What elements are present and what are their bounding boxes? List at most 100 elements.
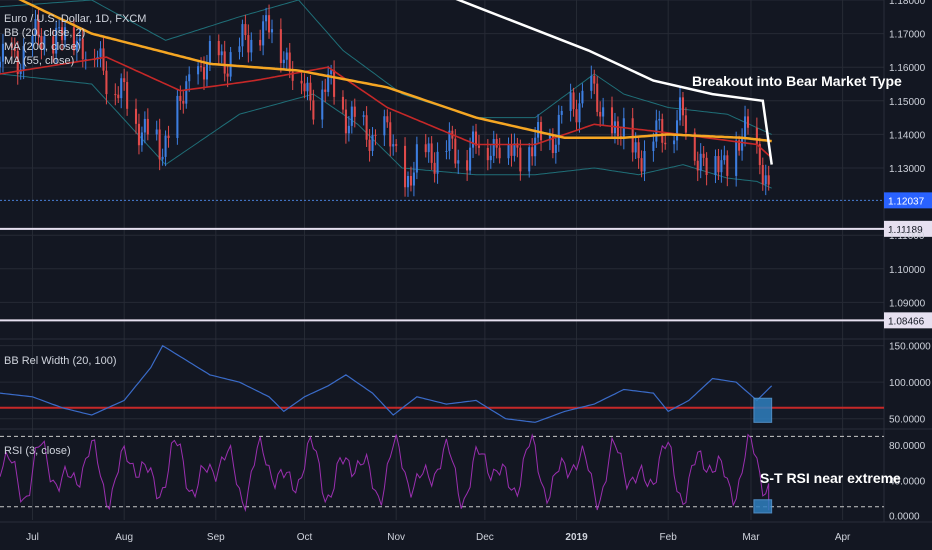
- candle-body: [344, 109, 347, 134]
- candle-body: [767, 175, 770, 185]
- candle-body: [176, 95, 179, 138]
- candle-body: [22, 46, 25, 70]
- candle-body: [548, 135, 551, 141]
- candle-body: [43, 36, 46, 50]
- candle-body: [492, 138, 495, 156]
- candle-body: [291, 71, 294, 81]
- candle-body: [1, 43, 4, 62]
- candle-body: [516, 143, 519, 148]
- time-tick-label: Aug: [115, 532, 133, 543]
- support-tag: [884, 220, 932, 237]
- candle-body: [726, 155, 729, 176]
- candle-body: [412, 172, 415, 186]
- candle-body: [696, 160, 699, 171]
- candle-body: [572, 92, 575, 110]
- candle-body: [13, 47, 16, 52]
- candle-body: [469, 147, 472, 171]
- candle-body: [457, 160, 460, 164]
- candle-body: [681, 97, 684, 116]
- ma55-legend: MA (55, close): [4, 55, 75, 67]
- bb-lower-line: [0, 73, 772, 189]
- candle-body: [474, 131, 478, 146]
- candle-body: [406, 175, 410, 188]
- candle-body: [693, 132, 696, 161]
- bbw-tick-label: 100.0000: [889, 378, 931, 389]
- candle-body: [705, 157, 708, 175]
- candle-body: [134, 108, 138, 124]
- candle-body: [634, 142, 637, 153]
- candle-body: [427, 143, 430, 153]
- price-tick-label: 1.11000: [889, 231, 925, 242]
- candle-body: [531, 147, 534, 157]
- candle-body: [717, 156, 720, 173]
- price-tick-label: 1.17000: [889, 30, 926, 41]
- candle-body: [327, 73, 330, 92]
- candle-body: [220, 51, 223, 56]
- candle-body: [616, 121, 619, 137]
- candle-body: [164, 135, 167, 157]
- candle-body: [137, 123, 140, 146]
- candle-body: [424, 144, 427, 153]
- candle-body: [448, 130, 451, 151]
- candle-body: [495, 138, 498, 148]
- candle-body: [182, 100, 185, 104]
- candle-body: [389, 122, 392, 147]
- rsi-highlight-box: [753, 499, 773, 514]
- candle-body: [513, 143, 516, 156]
- candle-body: [238, 46, 241, 53]
- price-tick-label: 1.16000: [889, 63, 926, 74]
- time-tick-label: Jul: [26, 532, 39, 543]
- candle-body: [55, 27, 58, 54]
- candle-body: [303, 83, 306, 92]
- candle-body: [386, 116, 389, 123]
- candle-body: [415, 144, 418, 173]
- candle-body: [259, 39, 262, 46]
- candle-body: [247, 35, 250, 53]
- rsi-tick-label: 80.0000: [889, 441, 926, 452]
- candle-body: [507, 144, 510, 159]
- support-label: 1.08466: [888, 316, 925, 327]
- candle-body: [714, 156, 717, 175]
- candle-body: [673, 140, 676, 145]
- price-tick-label: 1.14000: [889, 130, 926, 141]
- rsi-line: [0, 433, 770, 513]
- candle-body: [19, 69, 22, 74]
- candle-body: [374, 134, 377, 136]
- candle-body: [167, 135, 170, 138]
- candle-body: [652, 141, 655, 151]
- bbw-legend: BB Rel Width (20, 100): [4, 355, 117, 367]
- candle-body: [365, 115, 368, 140]
- main-legend: Euro / U.S. Dollar, 1D, FXCM BB (20, clo…: [4, 12, 146, 68]
- candle-body: [241, 24, 244, 47]
- candle-body: [282, 59, 285, 64]
- bbw-tick-label: 50.0000: [889, 415, 926, 426]
- time-tick-label: Dec: [476, 532, 494, 543]
- rsi-annotation: S-T RSI near extreme: [760, 470, 901, 486]
- candle-body: [477, 145, 480, 148]
- candle-body: [155, 129, 158, 135]
- candle-body: [321, 89, 324, 120]
- candle-body: [676, 120, 679, 141]
- rsi-tick-label: 0.0000: [889, 512, 920, 523]
- candle-body: [755, 127, 758, 144]
- candle-body: [179, 95, 182, 101]
- candle-body: [279, 29, 282, 64]
- candle-body: [472, 131, 475, 148]
- candle-body: [510, 144, 513, 156]
- candle-body: [575, 109, 578, 123]
- candle-body: [270, 29, 274, 33]
- candle-body: [244, 24, 247, 36]
- candle-body: [433, 162, 436, 174]
- candle-body: [185, 81, 188, 104]
- bear-trendline: [455, 0, 773, 165]
- candle-body: [99, 48, 102, 57]
- time-tick-label: Sep: [207, 532, 225, 543]
- candle-body: [678, 97, 682, 121]
- candle-body: [10, 43, 13, 48]
- candle-body: [288, 52, 291, 72]
- candle-body: [64, 27, 67, 41]
- candle-body: [528, 147, 531, 172]
- candle-body: [309, 82, 312, 101]
- candle-body: [640, 158, 643, 172]
- candle-body: [392, 144, 395, 147]
